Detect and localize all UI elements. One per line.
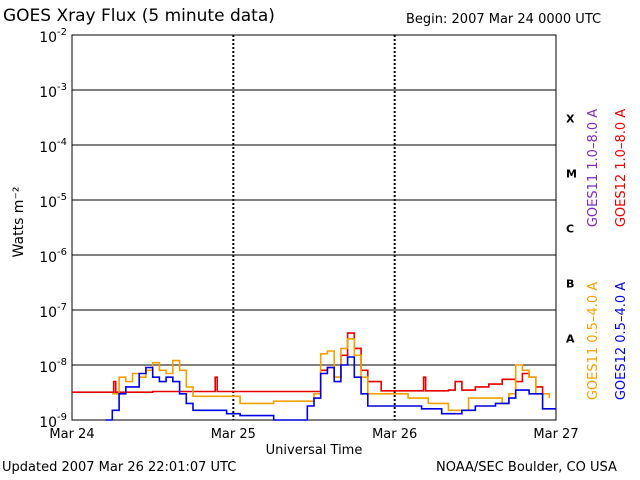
updated-timestamp: Updated 2007 Mar 26 22:01:07 UTC (2, 460, 237, 475)
legend-entry: GOES12 0.5–4.0 A (614, 282, 629, 400)
flare-class-label: C (566, 223, 574, 236)
x-tick-label: Mar 24 (49, 427, 94, 442)
y-tick-label: 10-7 (39, 302, 67, 321)
y-tick-label: 10-5 (39, 192, 67, 211)
flare-class-label: B (566, 278, 574, 291)
legend-entry: GOES11 1.0–8.0 A (586, 109, 601, 227)
y-tick-label: 10-8 (39, 357, 67, 376)
series-line (105, 356, 556, 421)
y-tick-label: 10-9 (39, 412, 67, 431)
plot-frame (71, 34, 557, 421)
series-line (72, 332, 544, 394)
begin-time-label: Begin: 2007 Mar 24 0000 UTC (406, 12, 602, 27)
flare-class-label: M (566, 168, 577, 181)
x-tick-label: Mar 25 (211, 427, 256, 442)
y-tick-label: 10-6 (39, 247, 67, 266)
flare-class-label: X (566, 113, 575, 126)
y-tick-label: 10-3 (39, 82, 67, 101)
y-tick-label: 10-4 (39, 137, 67, 156)
x-tick-label: Mar 26 (372, 427, 417, 442)
vertical-gridlines (232, 35, 396, 420)
x-tick-label: Mar 27 (533, 427, 578, 442)
chart-title: GOES Xray Flux (5 minute data) (3, 6, 275, 26)
legend-entry: GOES11 0.5–4.0 A (586, 282, 601, 400)
series-line (112, 338, 551, 412)
credit-label: NOAA/SEC Boulder, CO USA (436, 460, 617, 475)
legend-entry: GOES12 1.0–8.0 A (614, 109, 629, 227)
y-axis-label: Watts m⁻² (11, 187, 27, 258)
flare-class-label: A (566, 333, 575, 346)
data-series (72, 332, 556, 421)
flare-class-labels: A B C M X (566, 113, 577, 346)
legend: GOES11 1.0–8.0 A GOES12 1.0–8.0 A GOES11 0… (586, 109, 629, 400)
x-tick-labels: Mar 24 Mar 25 Mar 26 Mar 27 (49, 427, 578, 442)
y-tick-labels: 10-9 10-8 10-7 10-6 10-5 10-4 10-3 10-2 (39, 27, 67, 431)
y-tick-label: 10-2 (39, 27, 67, 46)
x-axis-label: Universal Time (266, 443, 363, 458)
horizontal-gridlines (72, 89, 556, 366)
